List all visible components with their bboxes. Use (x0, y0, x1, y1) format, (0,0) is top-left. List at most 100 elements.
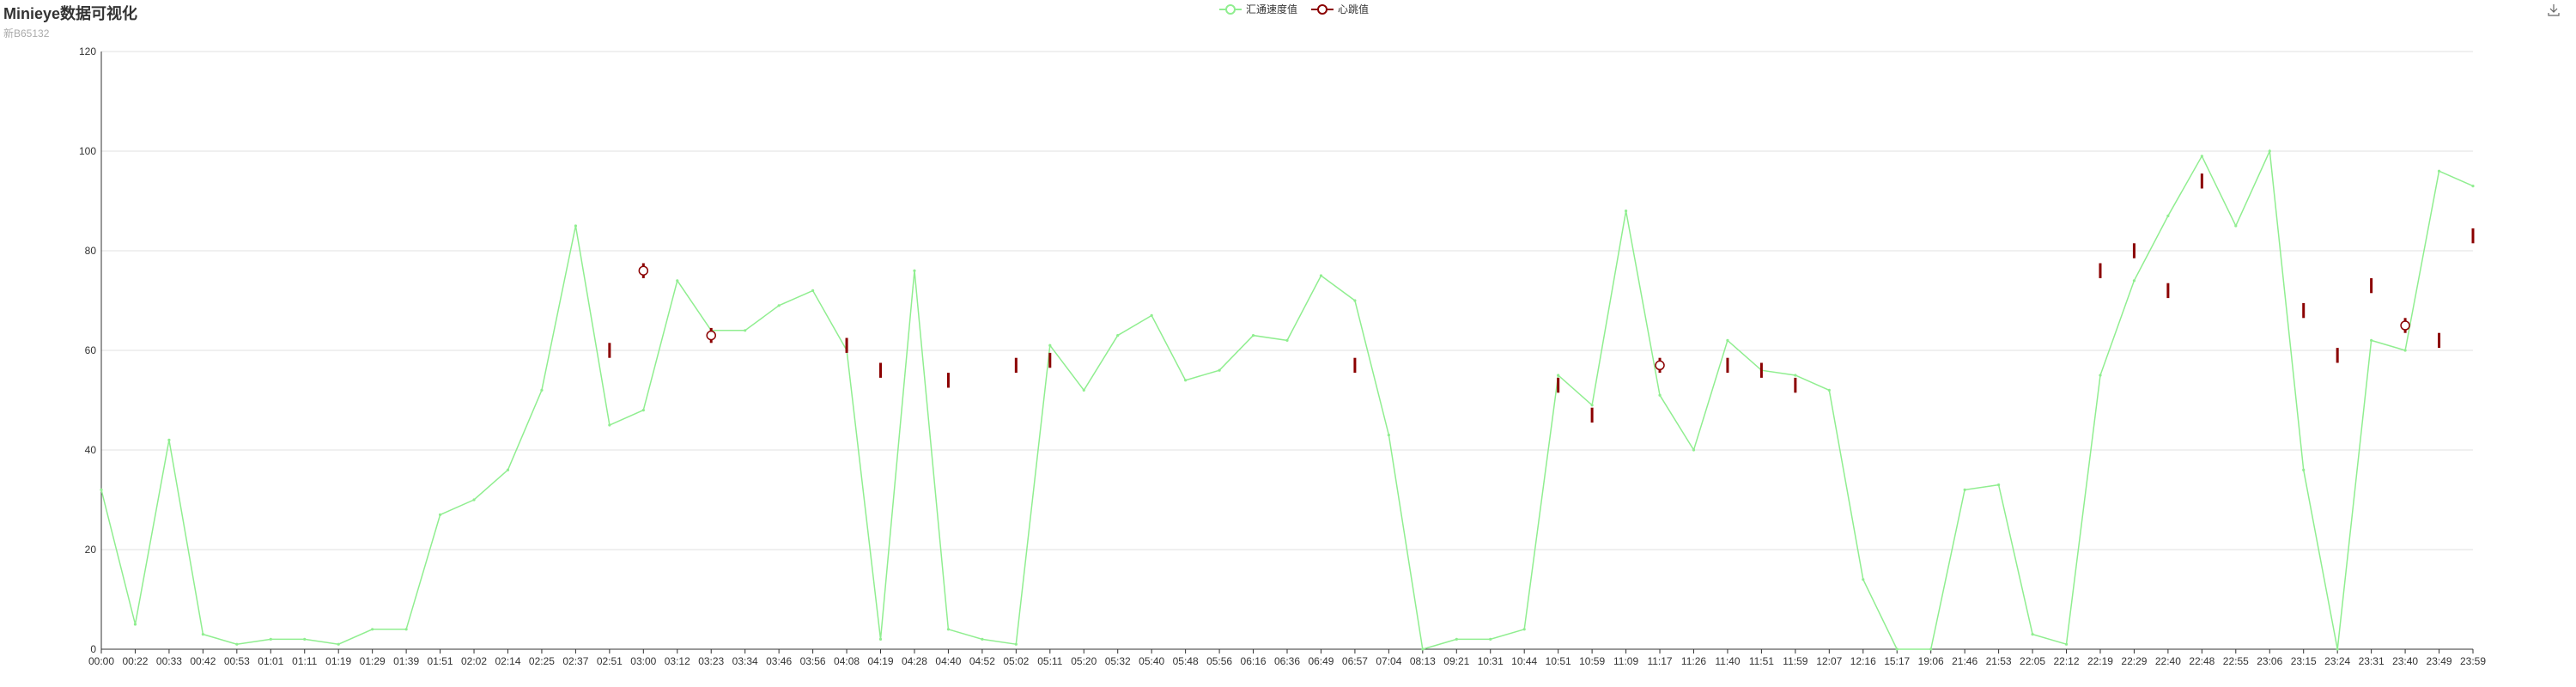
data-point-speed (2064, 642, 2069, 646)
heart-marker (1655, 360, 1665, 371)
x-tick-label: 04:52 (969, 655, 995, 667)
x-tick-label: 04:40 (935, 655, 961, 667)
data-point-speed (1827, 388, 1831, 392)
x-tick-label: 22:12 (2053, 655, 2079, 667)
x-tick-label: 22:29 (2121, 655, 2147, 667)
x-tick-label: 02:14 (495, 655, 520, 667)
data-point-speed (1150, 313, 1153, 317)
x-tick-label: 10:51 (1546, 655, 1571, 667)
data-point-speed (676, 279, 679, 283)
x-tick-label: 23:49 (2427, 655, 2452, 667)
data-point-speed (1726, 338, 1729, 342)
data-point-speed (641, 409, 645, 412)
data-point-speed (1285, 338, 1289, 342)
data-point-speed (1116, 334, 1120, 337)
chart-subtitle: 新B65132 (3, 27, 50, 40)
x-tick-label: 19:06 (1918, 655, 1944, 667)
circle-line-icon (1219, 3, 1242, 15)
download-button[interactable] (2547, 3, 2561, 21)
x-tick-label: 09:21 (1443, 655, 1469, 667)
legend-label-heart: 心跳值 (1338, 3, 1370, 15)
x-tick-label: 01:51 (428, 655, 453, 667)
legend: 汇通速度值 心跳值 (1219, 2, 1369, 16)
data-point-speed (1997, 483, 2001, 487)
data-point-speed (2437, 169, 2441, 173)
data-point-speed (404, 628, 408, 631)
heart-marker (706, 330, 716, 341)
data-point-speed (1557, 374, 1560, 377)
y-tick-label: 100 (79, 145, 96, 157)
x-tick-label: 05:56 (1206, 655, 1232, 667)
data-point-speed (337, 642, 340, 646)
data-point-speed (2268, 149, 2271, 153)
x-tick-label: 23:24 (2324, 655, 2350, 667)
data-point-speed (811, 289, 815, 292)
x-tick-label: 11:17 (1647, 655, 1672, 667)
x-tick-label: 22:05 (2020, 655, 2045, 667)
y-tick-label: 40 (85, 444, 97, 456)
data-point-speed (1862, 578, 1865, 581)
x-tick-label: 22:19 (2087, 655, 2113, 667)
y-tick-label: 60 (85, 344, 97, 356)
data-point-speed (269, 637, 272, 641)
data-point-speed (777, 304, 781, 307)
data-point-speed (2302, 468, 2306, 471)
x-tick-label: 23:40 (2392, 655, 2418, 667)
x-tick-label: 07:04 (1376, 655, 1401, 667)
data-point-speed (981, 637, 984, 641)
legend-item-speed[interactable]: 汇通速度值 (1219, 2, 1297, 16)
data-point-speed (1895, 647, 1899, 651)
x-tick-label: 11:51 (1749, 655, 1774, 667)
y-tick-label: 80 (85, 245, 97, 257)
x-tick-label: 23:06 (2257, 655, 2282, 667)
legend-label-speed: 汇通速度值 (1246, 3, 1298, 15)
data-point-speed (946, 628, 951, 631)
x-tick-label: 01:11 (292, 655, 317, 667)
x-tick-label: 03:46 (766, 655, 792, 667)
chart-title: Minieye数据可视化 (3, 5, 138, 22)
x-tick-label: 03:23 (698, 655, 724, 667)
x-tick-label: 06:49 (1308, 655, 1334, 667)
x-tick-label: 11:59 (1783, 655, 1807, 667)
data-point-speed (472, 498, 476, 502)
data-point-speed (1692, 448, 1696, 452)
data-point-speed (167, 438, 171, 441)
heart-marker (2400, 320, 2410, 331)
x-tick-label: 02:37 (562, 655, 588, 667)
x-tick-label: 23:31 (2359, 655, 2385, 667)
circle-line-icon (1311, 3, 1334, 15)
data-point-speed (100, 488, 103, 492)
x-tick-label: 04:28 (902, 655, 927, 667)
heart-marker (638, 265, 649, 276)
x-tick-label: 10:31 (1478, 655, 1504, 667)
data-point-speed (201, 633, 204, 636)
x-tick-label: 05:48 (1173, 655, 1199, 667)
data-point-speed (2370, 338, 2373, 342)
data-point-speed (1794, 374, 1797, 377)
x-tick-label: 10:59 (1579, 655, 1605, 667)
y-tick-label: 20 (85, 544, 97, 556)
x-tick-label: 04:19 (867, 655, 893, 667)
data-point-speed (1218, 368, 1221, 372)
data-point-speed (2234, 224, 2238, 228)
x-tick-label: 21:53 (1986, 655, 2012, 667)
data-point-speed (2200, 155, 2203, 158)
x-tick-label: 11:09 (1613, 655, 1638, 667)
x-tick-label: 01:19 (325, 655, 351, 667)
data-point-speed (506, 468, 510, 471)
x-tick-label: 06:16 (1241, 655, 1267, 667)
x-tick-label: 00:22 (122, 655, 148, 667)
legend-item-heart[interactable]: 心跳值 (1311, 2, 1369, 16)
data-point-speed (1624, 210, 1628, 213)
data-point-speed (2166, 214, 2170, 217)
x-tick-label: 12:16 (1850, 655, 1876, 667)
data-point-speed (1319, 274, 1323, 277)
data-point-speed (2099, 374, 2102, 377)
x-tick-label: 22:48 (2189, 655, 2215, 667)
data-point-speed (1929, 647, 1933, 651)
data-point-speed (1387, 434, 1390, 437)
x-tick-label: 12:07 (1816, 655, 1842, 667)
x-tick-label: 11:40 (1715, 655, 1740, 667)
y-tick-label: 0 (90, 643, 96, 655)
data-point-speed (2031, 633, 2034, 636)
